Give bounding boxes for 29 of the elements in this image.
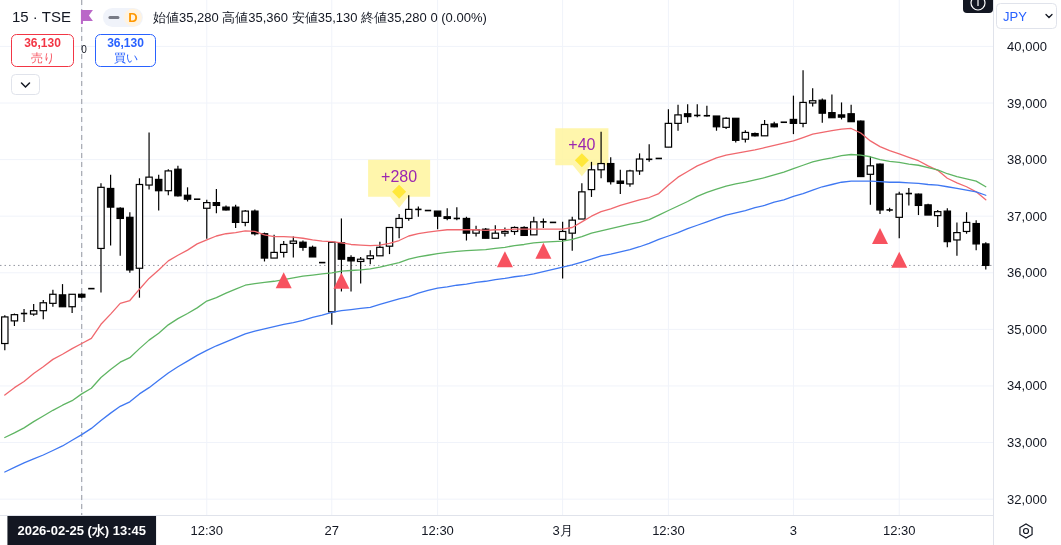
x-tick-label: 2026-02-25 (水) 13:45: [17, 523, 147, 538]
x-tick-label: 12:30: [190, 523, 224, 538]
y-tick-label: 39,000: [1007, 95, 1047, 111]
title: 15 · TSE: [12, 8, 71, 25]
y-tick-label: 35,000: [1007, 321, 1047, 337]
x-tick-label: 12:30: [421, 523, 454, 538]
x-tick-label: 12:30: [652, 523, 685, 538]
annotation: 買い: [113, 51, 138, 65]
y-tick-label: 33,000: [1007, 435, 1047, 451]
annotation: D: [128, 10, 138, 25]
x-tick-label: 27: [324, 523, 340, 538]
annotation: +40: [568, 136, 596, 154]
annotation: 36,130: [107, 36, 144, 50]
annotation: 売り: [30, 51, 55, 65]
x-tick-label: 12:30: [882, 523, 916, 538]
subtitle: 始値35,280 高値35,360 安値35,130 終値35,280 0 (0.00%): [152, 10, 487, 25]
annotation: 36,130: [24, 36, 61, 50]
x-tick-label: 3: [789, 523, 798, 538]
y-tick-label: 36,000: [1007, 265, 1047, 281]
annotation: JPY: [1003, 9, 1027, 24]
y-tick-label: 34,000: [1007, 378, 1047, 394]
annotation: +280: [381, 167, 418, 185]
annotation: 0: [81, 44, 87, 55]
y-tick-label: 38,000: [1007, 152, 1047, 168]
y-tick-label: 40,000: [1007, 38, 1047, 54]
y-tick-label: 37,000: [1007, 208, 1047, 224]
crosshair-label: 2026-02-25 (水) 13:45: [7, 516, 157, 545]
y-tick-label: 32,000: [1007, 491, 1047, 507]
x-tick-label: 3月: [552, 523, 573, 538]
